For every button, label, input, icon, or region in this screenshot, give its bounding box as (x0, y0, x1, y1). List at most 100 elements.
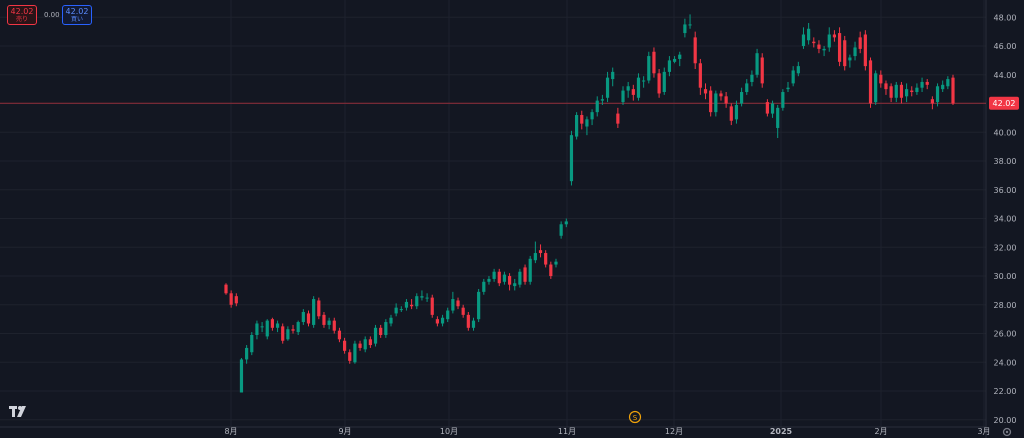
candle-body (306, 313, 311, 324)
candle (368, 336, 372, 348)
candle-body (951, 77, 955, 104)
candle (239, 357, 244, 393)
candle-body (935, 86, 940, 103)
y-tick-label: 38.00 (994, 157, 1017, 166)
candle (410, 299, 414, 310)
candle (312, 296, 316, 328)
candle (786, 81, 790, 93)
candle (538, 244, 543, 258)
candle (647, 51, 651, 84)
candle-body (848, 57, 852, 61)
candle (322, 311, 326, 328)
candle (461, 304, 465, 318)
buy-button[interactable]: 42.02 買い (62, 5, 92, 25)
candle-body (384, 322, 388, 335)
time-axis[interactable]: 8月 9月 10月 11月 12月 2025 2月 3月 (224, 427, 990, 436)
candle-body (301, 311, 305, 323)
x-tick-label: 9月 (338, 427, 351, 436)
x-tick-label: 8月 (224, 427, 237, 436)
dividend-marker-icon[interactable]: S (628, 410, 642, 424)
candle-body (734, 104, 739, 120)
y-tick-label: 34.00 (994, 215, 1017, 224)
candle-body (714, 93, 718, 113)
candle (384, 319, 388, 338)
candle (662, 67, 666, 95)
candle-body (538, 250, 543, 254)
y-tick-label: 48.00 (994, 13, 1017, 22)
y-tick-label: 32.00 (994, 243, 1017, 252)
candle (425, 293, 429, 302)
tradingview-logo-icon[interactable] (9, 406, 29, 418)
candle-body (693, 37, 697, 64)
candle-body (626, 86, 630, 91)
candle-body (239, 359, 244, 393)
candle-body (559, 224, 563, 236)
candle (817, 40, 821, 54)
candle (616, 107, 620, 128)
candle-body (528, 258, 532, 282)
candle (394, 303, 398, 317)
candle-body (260, 326, 264, 328)
candle-body (755, 53, 759, 75)
candle (373, 324, 378, 347)
candle (858, 31, 862, 54)
candle-body (946, 79, 950, 87)
candle-body (415, 296, 419, 307)
candle-body (858, 37, 862, 49)
candle-body (683, 24, 687, 34)
candle (894, 81, 898, 103)
candle-body (636, 77, 641, 98)
candle (709, 86, 713, 117)
candle (389, 314, 393, 327)
dividend-marker-label: S (633, 414, 638, 422)
candle (502, 271, 507, 285)
candle (260, 322, 264, 333)
x-tick-label: 2月 (874, 427, 887, 436)
candle-body (564, 221, 568, 225)
candle (513, 278, 517, 291)
candle-body (765, 102, 769, 114)
candle-body (466, 314, 470, 328)
sell-button[interactable]: 42.02 売り (7, 5, 37, 25)
candle (755, 48, 759, 78)
candle (925, 79, 929, 90)
candle-body (342, 340, 347, 351)
candle (250, 332, 254, 356)
sell-price: 42.02 (10, 7, 34, 16)
candle (678, 51, 682, 67)
x-tick-label: 2025 (770, 427, 793, 436)
x-tick-label: 10月 (440, 427, 458, 436)
price-axis[interactable]: 20.00 22.00 24.00 26.00 28.00 30.00 32.00 34.00… (994, 13, 1017, 425)
candle-body (652, 51, 656, 74)
candle-body (822, 48, 826, 51)
settings-gear-icon[interactable] (1002, 427, 1012, 437)
horizontal-gridlines (0, 16, 986, 421)
candle-body (461, 307, 465, 315)
candle-body (781, 92, 785, 108)
candle (827, 27, 831, 52)
candle (291, 324, 295, 334)
candle-body (941, 84, 945, 90)
candle (564, 218, 568, 228)
candle (446, 307, 450, 323)
candle (275, 320, 280, 333)
candlestick-series (224, 14, 955, 393)
candle (703, 83, 708, 100)
candle (832, 30, 837, 42)
sell-label: 売り (15, 16, 28, 23)
y-tick-label: 20.00 (994, 416, 1017, 425)
candle (420, 290, 424, 301)
candle-body (879, 74, 883, 84)
candle (497, 268, 501, 287)
candle-body (776, 107, 780, 128)
candle (575, 112, 579, 140)
buy-label: 買い (70, 16, 83, 23)
candle-body (554, 261, 558, 265)
candle (724, 92, 728, 108)
candle-body (904, 89, 909, 97)
candle-body (585, 119, 589, 127)
candle-body (807, 28, 811, 41)
candle (342, 337, 347, 354)
candle-body (631, 89, 635, 95)
